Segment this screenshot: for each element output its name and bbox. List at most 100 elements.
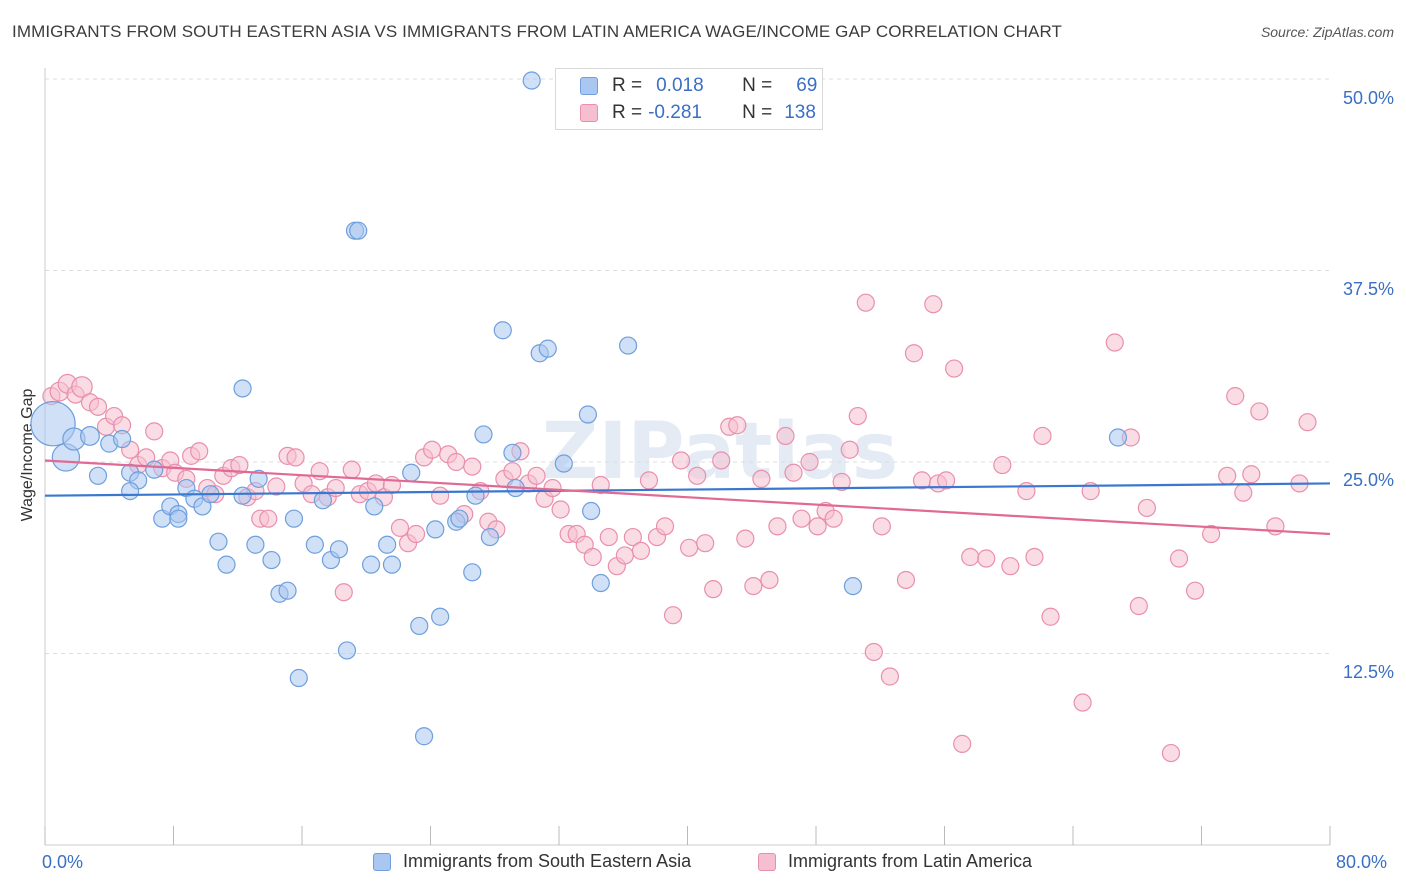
latin-america-point bbox=[872, 517, 891, 536]
latin-america-point bbox=[447, 452, 466, 472]
latin-america-point bbox=[623, 527, 642, 547]
south-eastern-asia-point bbox=[522, 71, 541, 90]
latin-america-point bbox=[259, 509, 278, 528]
pink-swatch-icon bbox=[580, 104, 598, 122]
r-value: -0.281 bbox=[648, 102, 702, 123]
south-eastern-asia-point bbox=[618, 336, 638, 355]
south-eastern-asia-point bbox=[145, 460, 164, 479]
south-eastern-asia-point bbox=[209, 532, 228, 551]
latin-america-point bbox=[832, 472, 851, 492]
latin-america-point bbox=[993, 455, 1012, 475]
latin-america-point bbox=[599, 527, 618, 547]
south-eastern-asia-point bbox=[284, 509, 304, 528]
n-label: N = bbox=[742, 102, 773, 123]
latin-america-point bbox=[848, 406, 867, 426]
latin-america-point bbox=[145, 422, 164, 441]
south-eastern-asia-point bbox=[582, 501, 601, 521]
latin-america-point bbox=[776, 426, 795, 446]
latin-america-point bbox=[551, 500, 570, 519]
south-eastern-asia-point bbox=[503, 443, 522, 462]
latin-america-point bbox=[1185, 581, 1205, 600]
latin-america-point bbox=[286, 448, 305, 467]
south-eastern-asia-point bbox=[426, 520, 445, 539]
latin-america-point bbox=[840, 440, 859, 459]
latin-america-point bbox=[752, 469, 771, 488]
latin-america-point bbox=[856, 293, 875, 312]
south-eastern-asia-point bbox=[480, 527, 500, 547]
latin-america-point bbox=[792, 509, 811, 528]
south-eastern-asia-point bbox=[554, 454, 573, 473]
south-eastern-asia-point bbox=[169, 509, 188, 528]
latin-america-point bbox=[1218, 466, 1237, 485]
south-eastern-asia-point bbox=[80, 426, 100, 446]
y-tick-label-25: 25.0% bbox=[1342, 470, 1394, 490]
latin-america-point bbox=[591, 475, 610, 495]
latin-america-point bbox=[736, 529, 755, 548]
latin-america-point bbox=[543, 478, 562, 498]
trend-lines bbox=[44, 459, 1331, 536]
south-eastern-asia-point bbox=[463, 563, 482, 582]
south-eastern-asia-point bbox=[591, 573, 610, 593]
south-eastern-asia-point bbox=[305, 535, 324, 554]
latin-america-point bbox=[953, 734, 972, 753]
latin-america-point bbox=[1242, 465, 1261, 484]
south-eastern-asia-point bbox=[278, 581, 297, 600]
latin-america-points bbox=[42, 293, 1317, 763]
latin-america-point bbox=[880, 667, 899, 686]
legend: Immigrants from South Eastern Asia Immig… bbox=[0, 851, 1406, 877]
latin-america-point bbox=[712, 451, 731, 470]
south-eastern-asia-point bbox=[217, 555, 236, 574]
south-eastern-asia-point bbox=[1108, 428, 1128, 447]
latin-america-point bbox=[760, 570, 779, 590]
latin-america-point bbox=[800, 452, 819, 472]
latin-america-point bbox=[431, 486, 450, 505]
latin-america-trend-line bbox=[44, 459, 1331, 536]
south-eastern-asia-point bbox=[88, 466, 108, 485]
latin-america-point bbox=[342, 460, 361, 479]
latin-america-point bbox=[655, 517, 675, 536]
south-eastern-asia-point bbox=[493, 321, 512, 340]
south-eastern-asia-point bbox=[329, 540, 349, 559]
n-value: 138 bbox=[784, 102, 816, 123]
south-eastern-asia-point bbox=[246, 535, 265, 554]
south-eastern-asia-point bbox=[337, 641, 357, 660]
latin-america-point bbox=[267, 477, 286, 496]
x-tick-label-max: 80.0% bbox=[1336, 852, 1388, 872]
south-eastern-asia-point bbox=[361, 555, 381, 574]
latin-america-point bbox=[406, 524, 426, 544]
latin-america-point bbox=[463, 457, 482, 476]
south-eastern-asia-point bbox=[249, 469, 268, 488]
south-eastern-asia-point bbox=[378, 535, 397, 554]
south-eastern-asia-point bbox=[112, 429, 132, 449]
latin-america-point bbox=[1129, 596, 1148, 616]
south-eastern-asia-point bbox=[466, 486, 485, 505]
r-label: R = bbox=[612, 102, 643, 123]
latin-america-point bbox=[864, 642, 883, 662]
south-eastern-asia-point bbox=[382, 555, 402, 574]
latin-america-point bbox=[824, 509, 843, 528]
legend-label: Immigrants from Latin America bbox=[788, 851, 1033, 871]
y-tick-label-50: 50.0% bbox=[1342, 88, 1394, 108]
latin-america-point bbox=[639, 471, 659, 490]
correlation-stats-box: R = 0.018 N = 69 R = -0.281 N = 138 bbox=[555, 68, 823, 130]
latin-america-point bbox=[1234, 483, 1253, 502]
latin-america-point bbox=[615, 546, 634, 565]
legend-item-latin-america: Immigrants from Latin America bbox=[758, 851, 1032, 872]
latin-america-point bbox=[334, 583, 353, 602]
latin-america-point bbox=[977, 549, 996, 568]
latin-america-point bbox=[631, 541, 651, 560]
latin-america-point bbox=[680, 538, 699, 557]
south-eastern-asia-point bbox=[538, 339, 557, 358]
south-eastern-asia-trend-line bbox=[44, 482, 1331, 497]
latin-america-point bbox=[583, 547, 602, 567]
x-tick-label-min: 0.0% bbox=[42, 852, 84, 872]
latin-america-point bbox=[696, 534, 715, 553]
latin-america-point bbox=[945, 359, 964, 378]
blue-swatch-icon bbox=[373, 852, 391, 871]
stats-row-pink: R = -0.281 N = 138 bbox=[580, 100, 816, 126]
legend-item-south-eastern-asia: Immigrants from South Eastern Asia bbox=[373, 851, 691, 872]
latin-america-point bbox=[1169, 549, 1189, 568]
south-eastern-asia-point bbox=[313, 491, 332, 510]
latin-america-point bbox=[1250, 402, 1269, 421]
latin-america-point bbox=[937, 471, 956, 490]
